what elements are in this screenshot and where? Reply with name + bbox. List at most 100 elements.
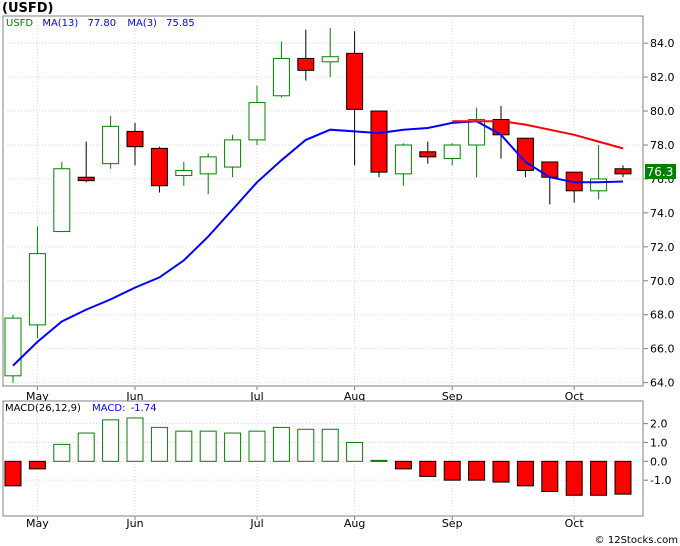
macd-bar-positive (321, 428, 339, 462)
candle-body-up (224, 139, 242, 168)
candle-body-up (4, 317, 22, 377)
price-y-tick-label: 70.0 (650, 275, 675, 288)
macd-bar-negative (516, 460, 534, 487)
legend-ma3-value: 75.85 (166, 18, 195, 29)
macd-x-tick-label: Oct (565, 517, 585, 530)
macd-bar-positive (53, 443, 71, 462)
candle-body-up (53, 168, 71, 233)
macd-x-tick-label: May (26, 517, 49, 530)
candle (272, 41, 290, 98)
candle (297, 29, 315, 81)
legend-ma3-label: MA(3) (127, 18, 157, 29)
macd-bar-positive (199, 430, 217, 462)
macd-bar-negative (541, 460, 559, 492)
price-candles (4, 27, 632, 383)
price-y-tick-label: 66.0 (650, 343, 675, 356)
macd-y-tick-label: -1.0 (650, 474, 671, 487)
macd-bar-negative (468, 460, 486, 481)
macd-bar-positive (224, 432, 242, 462)
candle (28, 226, 46, 339)
macd-legend-value-label: MACD: (92, 403, 125, 414)
price-x-tick-label: Jul (249, 390, 263, 403)
candle (175, 161, 193, 186)
price-y-tick-label: 78.0 (650, 139, 675, 152)
macd-bar-negative (28, 460, 46, 470)
macd-bar-negative (4, 460, 22, 487)
macd-bar-negative (419, 460, 437, 477)
candle (77, 141, 95, 183)
macd-y-tick-label: 2.0 (650, 418, 668, 431)
macd-bar-positive (248, 430, 266, 462)
candle-body-down (126, 130, 144, 148)
candle (614, 165, 632, 178)
macd-bar-negative (614, 460, 632, 495)
candle-body-up (590, 178, 608, 192)
chart-title: (USFD) (2, 1, 53, 16)
price-legend: USFD MA(13) 77.80 MA(3) 75.85 (6, 18, 195, 29)
candle (224, 134, 242, 178)
macd-bar-positive (126, 417, 144, 462)
candle (53, 161, 71, 233)
macd-bar-positive (77, 432, 95, 462)
candle (248, 85, 266, 145)
last-price-box (645, 164, 676, 179)
legend-symbol: USFD (6, 18, 33, 29)
macd-legend-value: -1.74 (131, 403, 157, 414)
candle (443, 143, 461, 166)
last-price-label: 76.3 (647, 165, 674, 179)
candle (321, 27, 339, 78)
macd-y-tick-label: 1.0 (650, 436, 668, 449)
price-y-axis: 64.066.068.070.072.074.076.078.080.082.0… (643, 37, 675, 390)
candle-body-up (468, 119, 486, 146)
price-x-tick-label: Aug (344, 390, 365, 403)
candle-body-down (419, 151, 437, 158)
macd-bar-negative (443, 460, 461, 481)
candle-body-up (199, 156, 217, 175)
macd-x-tick-label: Jul (249, 517, 263, 530)
macd-bar-positive (150, 426, 168, 462)
candle-body-up (443, 144, 461, 160)
macd-bar-negative (565, 460, 583, 496)
price-y-tick-label: 64.0 (650, 377, 675, 390)
candle-body-down (150, 147, 168, 187)
macd-bars (4, 417, 632, 496)
price-y-tick-label: 80.0 (650, 105, 675, 118)
macd-bar-positive (272, 426, 290, 462)
candle (541, 161, 559, 205)
macd-legend-label: MACD(26,12,9) (5, 403, 81, 414)
ma13-line (452, 120, 624, 150)
candle (199, 153, 217, 195)
price-x-tick-label: Sep (442, 390, 463, 403)
candle (126, 122, 144, 166)
candle-body-up (248, 102, 266, 141)
candle (394, 143, 412, 186)
candle (419, 141, 437, 164)
candle-body-up (28, 253, 46, 326)
candle-body-down (370, 110, 388, 173)
candle-body-down (77, 176, 95, 182)
price-y-tick-label: 68.0 (650, 309, 675, 322)
macd-y-tick-label: 0.0 (650, 455, 668, 468)
macd-y-axis: 2.0 1.0 0.0 -1.0 (643, 418, 671, 487)
macd-x-tick-label: Jun (125, 517, 143, 530)
macd-bar-positive (175, 430, 193, 462)
candle-body-down (614, 168, 632, 175)
candle-body-up (175, 169, 193, 177)
macd-bar-positive (297, 428, 315, 462)
macd-x-tick-label: Sep (442, 517, 463, 530)
macd-bar-positive (346, 441, 364, 462)
candle-body-down (346, 52, 364, 110)
macd-bar-positive (102, 419, 120, 462)
candle-body-down (541, 161, 559, 178)
macd-bar-positive (370, 459, 388, 462)
candle (590, 144, 608, 200)
candle-body-up (102, 125, 120, 165)
legend-ma13-label: MA(13) (42, 18, 78, 29)
price-y-tick-label: 84.0 (650, 37, 675, 50)
price-x-tick-label: Oct (565, 390, 585, 403)
price-y-tick-label: 72.0 (650, 241, 675, 254)
candle-body-up (321, 56, 339, 63)
price-panel-frame (2, 15, 644, 387)
candle (102, 116, 120, 169)
